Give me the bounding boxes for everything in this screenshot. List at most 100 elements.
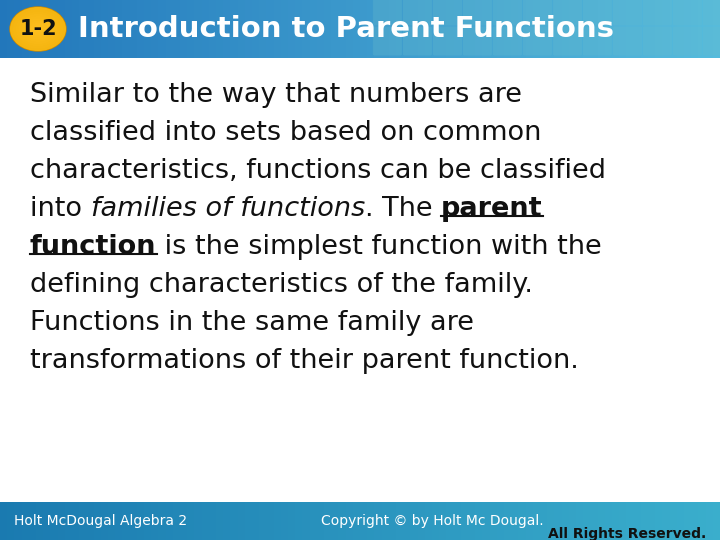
Text: defining characteristics of the family.: defining characteristics of the family. <box>30 272 533 298</box>
Bar <box>173 502 180 540</box>
Bar <box>713 0 720 58</box>
Bar <box>194 0 202 58</box>
Bar <box>576 0 583 58</box>
Bar <box>490 502 497 540</box>
Bar <box>468 502 475 540</box>
Bar <box>605 502 612 540</box>
Bar <box>677 0 684 58</box>
Bar <box>619 502 626 540</box>
Bar <box>14 0 22 58</box>
Bar <box>94 502 101 540</box>
Text: Copyright © by Holt Mc Dougal.: Copyright © by Holt Mc Dougal. <box>320 514 548 528</box>
FancyBboxPatch shape <box>703 0 720 25</box>
Bar <box>569 502 576 540</box>
Bar <box>346 502 353 540</box>
Bar <box>317 0 324 58</box>
Text: function: function <box>30 234 156 260</box>
Bar <box>101 502 108 540</box>
Bar <box>475 502 482 540</box>
Bar <box>634 502 641 540</box>
Bar <box>238 0 245 58</box>
Ellipse shape <box>21 16 55 42</box>
Bar <box>58 0 65 58</box>
Bar <box>706 502 713 540</box>
Bar <box>50 0 58 58</box>
Bar <box>353 502 360 540</box>
Bar <box>324 0 331 58</box>
Bar <box>389 0 396 58</box>
Bar <box>497 0 504 58</box>
Bar <box>331 0 338 58</box>
Bar <box>288 0 295 58</box>
Bar <box>115 0 122 58</box>
Bar <box>511 502 518 540</box>
Bar <box>295 502 302 540</box>
Ellipse shape <box>10 7 66 51</box>
Bar <box>403 0 410 58</box>
Bar <box>706 0 713 58</box>
Bar <box>612 502 619 540</box>
Bar <box>547 502 554 540</box>
Bar <box>569 0 576 58</box>
Bar <box>310 502 317 540</box>
Ellipse shape <box>32 25 44 33</box>
Bar <box>698 0 706 58</box>
Bar <box>475 0 482 58</box>
Bar <box>7 0 14 58</box>
Bar <box>583 502 590 540</box>
Bar <box>590 0 598 58</box>
Bar <box>410 502 418 540</box>
Bar <box>655 502 662 540</box>
FancyBboxPatch shape <box>643 26 672 56</box>
Bar <box>482 502 490 540</box>
Bar <box>144 0 151 58</box>
Bar <box>122 502 130 540</box>
Bar <box>691 0 698 58</box>
Text: . The: . The <box>365 196 441 222</box>
Bar <box>360 502 367 540</box>
Bar <box>468 0 475 58</box>
Bar <box>540 502 547 540</box>
Bar <box>360 0 367 58</box>
Bar <box>338 0 346 58</box>
Bar <box>72 502 79 540</box>
FancyBboxPatch shape <box>553 26 582 56</box>
Bar <box>151 0 158 58</box>
Bar <box>43 0 50 58</box>
Bar <box>14 502 22 540</box>
Bar <box>223 502 230 540</box>
Bar <box>86 502 94 540</box>
FancyBboxPatch shape <box>613 0 642 25</box>
Bar <box>0 502 7 540</box>
Bar <box>274 0 281 58</box>
Ellipse shape <box>30 22 46 36</box>
Bar <box>662 0 670 58</box>
Bar <box>115 502 122 540</box>
Bar <box>223 0 230 58</box>
Bar <box>346 0 353 58</box>
Bar <box>418 0 425 58</box>
Bar <box>598 502 605 540</box>
FancyBboxPatch shape <box>553 0 582 25</box>
Bar <box>86 0 94 58</box>
Bar <box>0 0 7 58</box>
FancyBboxPatch shape <box>433 26 462 56</box>
Bar <box>641 0 648 58</box>
Bar <box>353 0 360 58</box>
Bar <box>266 0 274 58</box>
Bar <box>144 502 151 540</box>
Bar <box>0 58 720 502</box>
Text: Functions in the same family are: Functions in the same family are <box>30 310 474 336</box>
Bar <box>43 502 50 540</box>
Text: Similar to the way that numbers are: Similar to the way that numbers are <box>30 82 522 108</box>
Bar <box>698 502 706 540</box>
FancyBboxPatch shape <box>673 0 702 25</box>
Bar <box>619 0 626 58</box>
Bar <box>576 502 583 540</box>
Bar <box>684 0 691 58</box>
Bar <box>655 0 662 58</box>
Bar <box>670 502 677 540</box>
Bar <box>533 502 540 540</box>
Ellipse shape <box>13 9 63 49</box>
Bar <box>641 502 648 540</box>
